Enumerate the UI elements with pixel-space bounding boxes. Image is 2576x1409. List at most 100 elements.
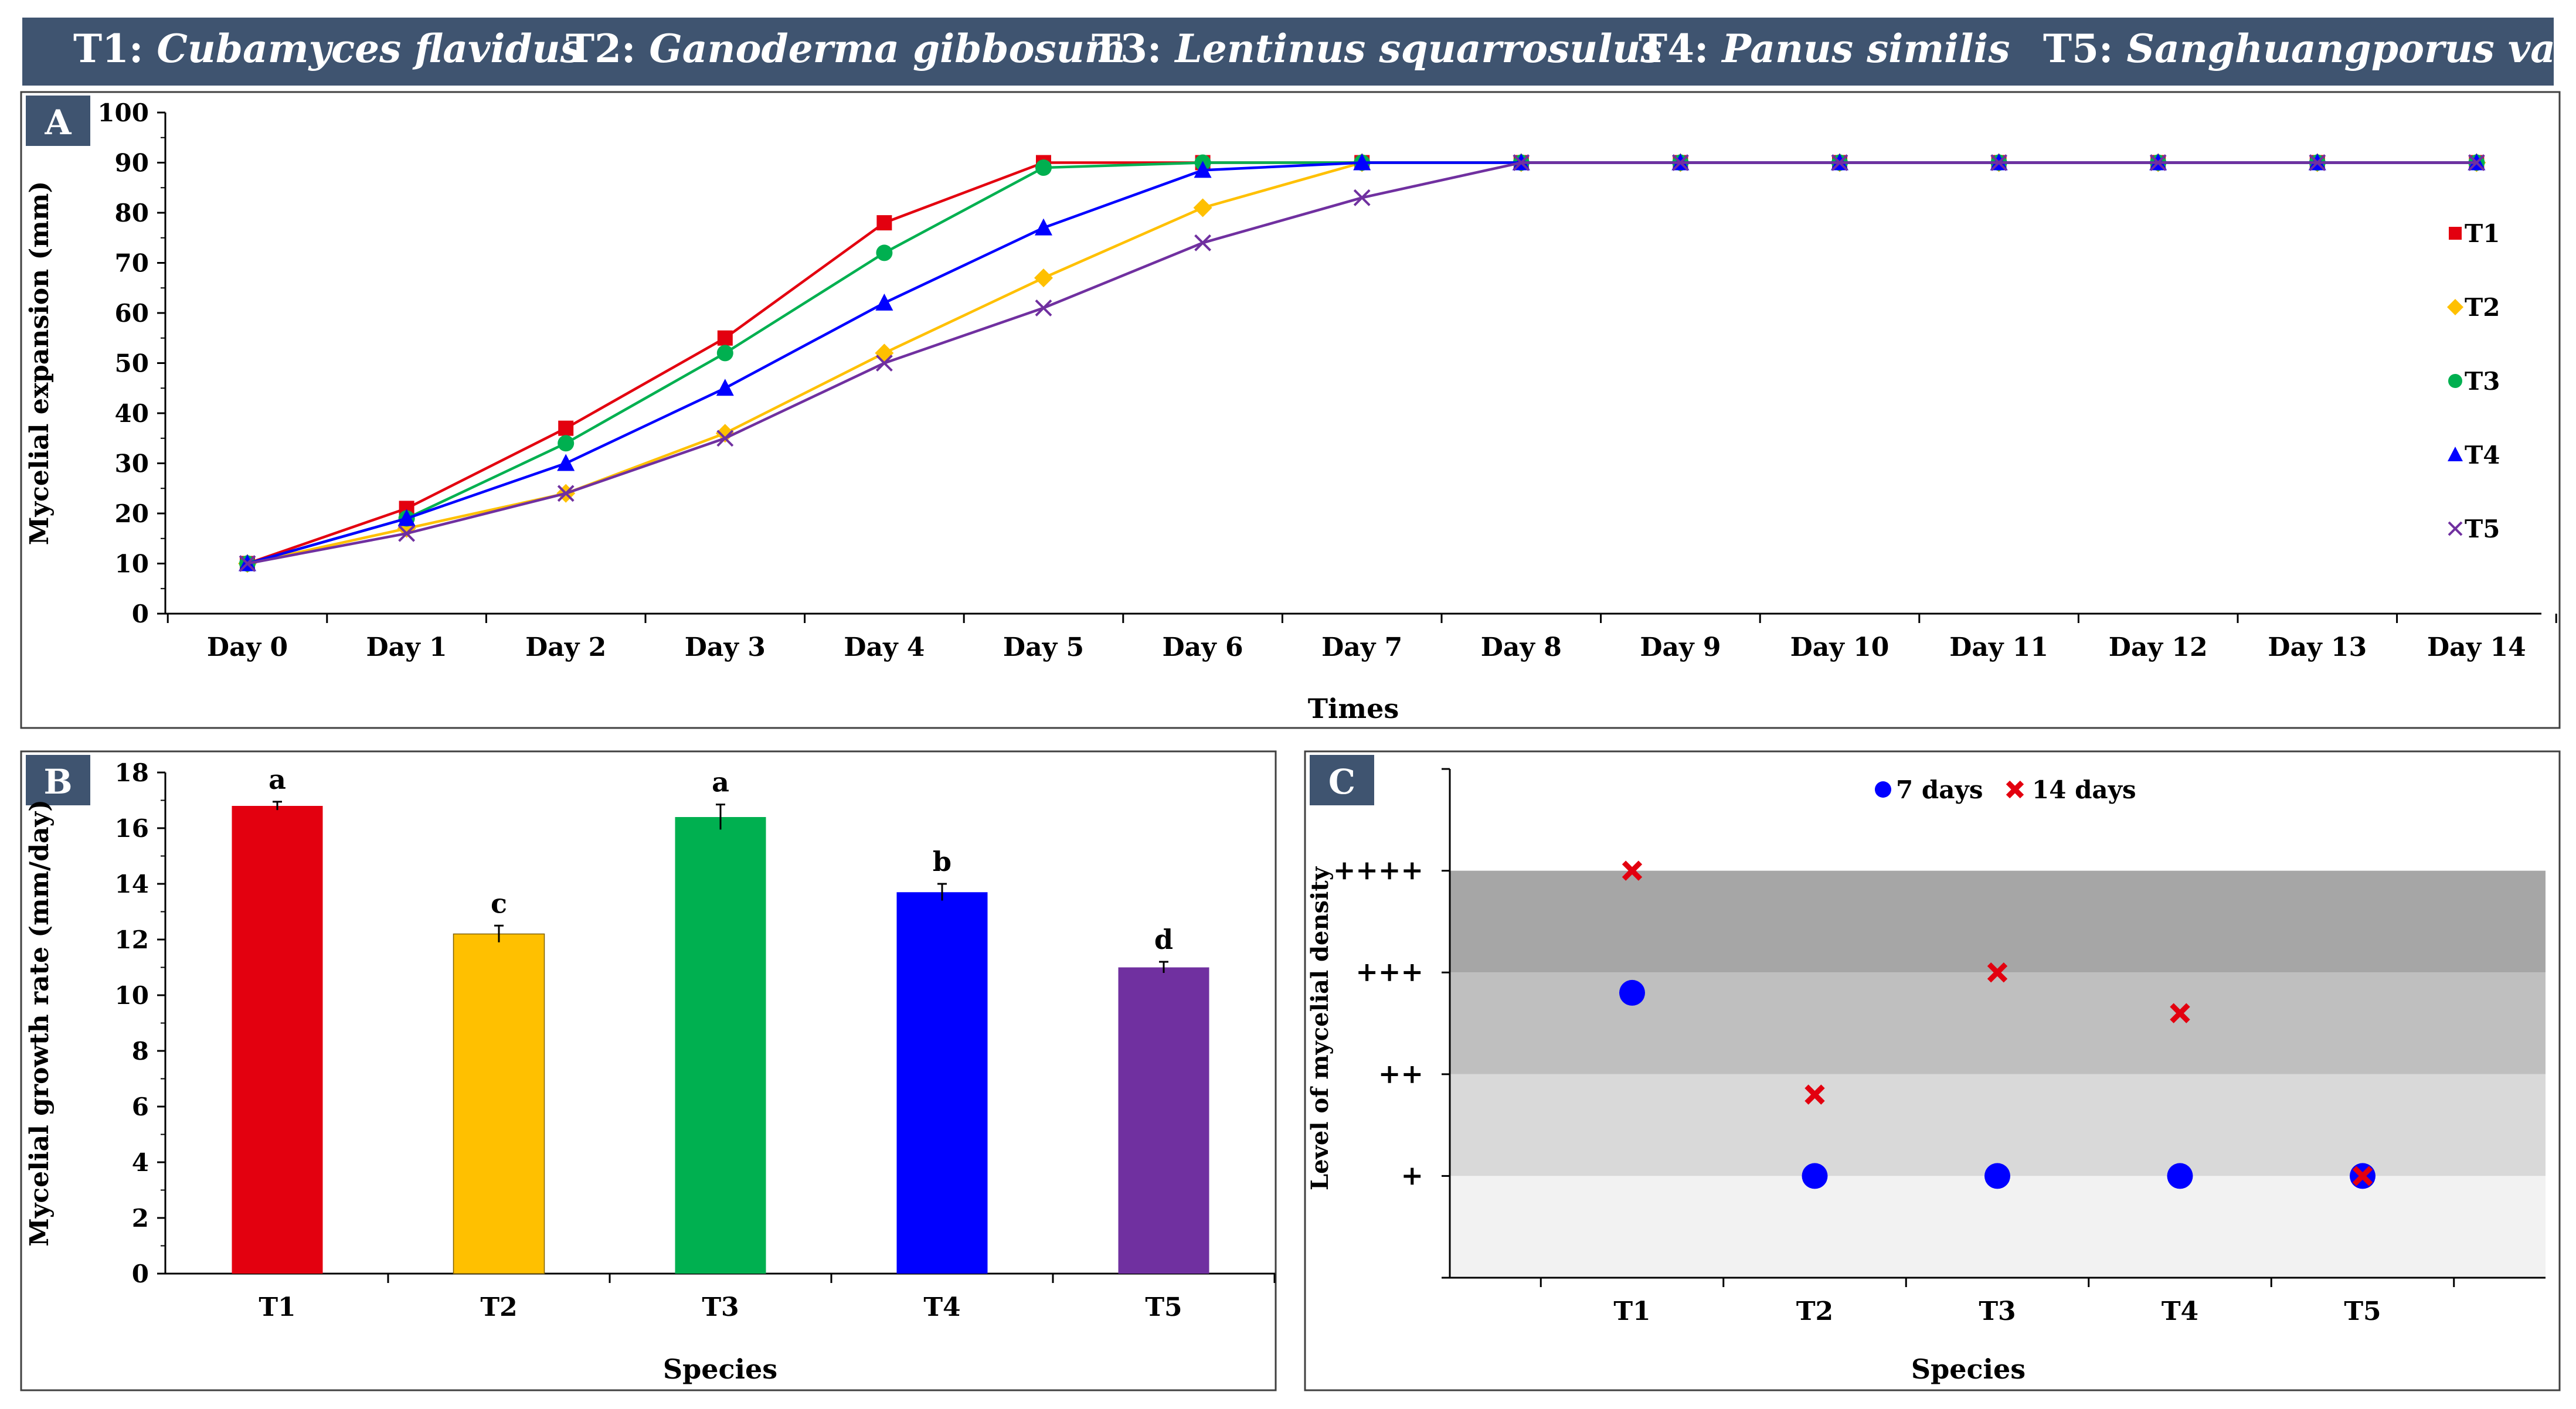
series-line-T3 [247, 161, 2477, 565]
a-x-axis-title: Times [1308, 693, 1399, 724]
c-x-tick-label: T5 [2344, 1296, 2381, 1326]
panel-label-c: C [1328, 762, 1355, 802]
point-T2-3 [715, 424, 735, 443]
legend-marker-T1 [2449, 227, 2462, 240]
point-T4-1 [397, 509, 416, 526]
b-y-tick-label: 4 [132, 1148, 149, 1177]
b-x-axis-title: Species [663, 1353, 777, 1385]
a-x-tick-label: Day 9 [1640, 632, 1721, 662]
b-x-tick-label: T1 [259, 1292, 295, 1322]
point-T3-5 [1035, 159, 1052, 176]
legend-marker-14days [2006, 780, 2024, 799]
point-T2-6 [1193, 198, 1212, 217]
a-y-tick-label: 30 [115, 450, 149, 478]
c-y-level-label: + [1401, 1159, 1423, 1191]
legend-header-bar [22, 18, 2554, 86]
a-x-tick-label: Day 0 [207, 632, 288, 662]
series-line-T4 [247, 161, 2477, 565]
legend-label-T5: T5 [2465, 515, 2500, 543]
point-14days-T3 [1987, 962, 2008, 983]
point-14days-T2 [1804, 1084, 1825, 1105]
point-T4-7 [1353, 153, 1371, 171]
b-y-axis-title: Mycelial growth rate (mm/day) [25, 799, 55, 1247]
point-T4-4 [875, 293, 893, 311]
c-y-level-label: ++++ [1333, 855, 1423, 886]
point-T5-6 [1194, 234, 1212, 251]
header-item-code: T3: [1092, 26, 1161, 72]
point-14days-T5 [2352, 1166, 2373, 1186]
a-y-tick-label: 90 [115, 149, 149, 178]
a-x-tick-label: Day 4 [844, 632, 925, 662]
point-T3-2 [558, 435, 575, 452]
c-y-level-label: ++ [1378, 1058, 1423, 1090]
bar-T3 [675, 817, 766, 1274]
b-x-tick-label: T2 [480, 1292, 517, 1322]
panel-a-frame [20, 91, 2561, 729]
density-band-3 [1450, 972, 2546, 1074]
legend-marker-7days [1875, 781, 1891, 798]
header-item-3: T3: Lentinus squarrosulus [1092, 26, 1662, 72]
series-line-T5 [247, 161, 2477, 565]
point-T5-0 [239, 555, 256, 572]
legend-marker-T4 [2448, 447, 2463, 461]
b-y-tick-label: 18 [115, 758, 149, 787]
a-y-tick-label: 50 [115, 349, 149, 378]
a-x-tick-label: Day 5 [1003, 632, 1084, 662]
c-x-tick-label: T1 [1613, 1296, 1650, 1326]
b-y-tick-label: 2 [132, 1204, 149, 1233]
header-item-2: T2: Ganoderma gibbosum [566, 26, 1126, 72]
header-item-code: T2: [566, 26, 635, 72]
c-x-tick-label: T2 [1796, 1296, 1833, 1326]
panel-label-b-bg [26, 755, 90, 805]
panel-label-a-bg [26, 96, 90, 146]
a-x-tick-label: Day 13 [2268, 632, 2367, 662]
legend-marker-T5 [2448, 521, 2463, 536]
panel-label-b: B [43, 762, 72, 802]
legend-marker-T2 [2447, 299, 2463, 315]
a-y-tick-label: 20 [115, 499, 149, 528]
header-item-name: Cubamyces flavidus [143, 26, 582, 72]
legend-label-T4: T4 [2465, 441, 2500, 469]
point-T5-9 [1671, 154, 1689, 171]
header-item-name: Lentinus squarrosulus [1161, 26, 1662, 72]
density-band-2 [1450, 1074, 2546, 1176]
legend-marker-T3 [2448, 374, 2462, 388]
significance-letter-T1: a [269, 764, 286, 795]
point-T5-13 [2309, 154, 2326, 171]
point-T5-4 [875, 355, 893, 372]
a-x-tick-label: Day 2 [525, 632, 606, 662]
b-y-tick-label: 0 [132, 1260, 149, 1288]
bar-T5 [1118, 967, 1209, 1274]
header-item-code: T4: [1639, 26, 1708, 72]
point-T4-5 [1035, 218, 1052, 236]
point-T5-11 [1990, 154, 2008, 171]
header-item-1: T1: Cubamyces flavidus [73, 26, 582, 72]
panel-label-a: A [44, 103, 72, 142]
point-T5-3 [716, 430, 734, 447]
legend-label-7days: 7 days [1896, 775, 1983, 804]
point-7days-T2 [1802, 1163, 1828, 1189]
legend-label-T3: T3 [2465, 367, 2500, 396]
c-x-axis-title: Species [1911, 1353, 2026, 1385]
point-7days-T4 [2167, 1163, 2193, 1189]
c-x-tick-label: T4 [2162, 1296, 2198, 1326]
b-x-tick-label: T3 [702, 1292, 739, 1322]
point-T3-3 [716, 345, 733, 362]
b-y-tick-label: 16 [115, 814, 149, 843]
point-14days-T1 [1622, 860, 1643, 881]
point-T4-6 [1194, 161, 1212, 178]
point-T1-2 [558, 420, 574, 436]
bar-T1 [232, 806, 323, 1274]
header-item-code: T5: [2043, 26, 2113, 72]
a-y-tick-label: 10 [115, 550, 149, 578]
point-T5-10 [1831, 154, 1848, 171]
legend-label-T1: T1 [2465, 219, 2500, 248]
a-y-tick-label: 0 [132, 600, 149, 628]
c-y-axis-title: Level of mycelial density [1306, 866, 1334, 1190]
header-item-name: Ganoderma gibbosum [635, 26, 1125, 72]
b-y-tick-label: 8 [132, 1037, 149, 1066]
bar-T2 [453, 933, 545, 1274]
bar-T4 [896, 892, 988, 1274]
a-x-tick-label: Day 6 [1163, 632, 1243, 662]
